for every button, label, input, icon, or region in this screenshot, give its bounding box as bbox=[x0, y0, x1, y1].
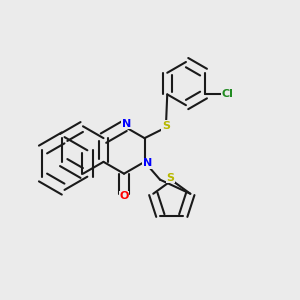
Text: S: S bbox=[162, 121, 170, 131]
Text: O: O bbox=[119, 191, 129, 201]
Text: N: N bbox=[122, 119, 131, 129]
Text: Cl: Cl bbox=[222, 89, 234, 99]
Text: N: N bbox=[143, 158, 152, 168]
Text: S: S bbox=[166, 173, 174, 183]
